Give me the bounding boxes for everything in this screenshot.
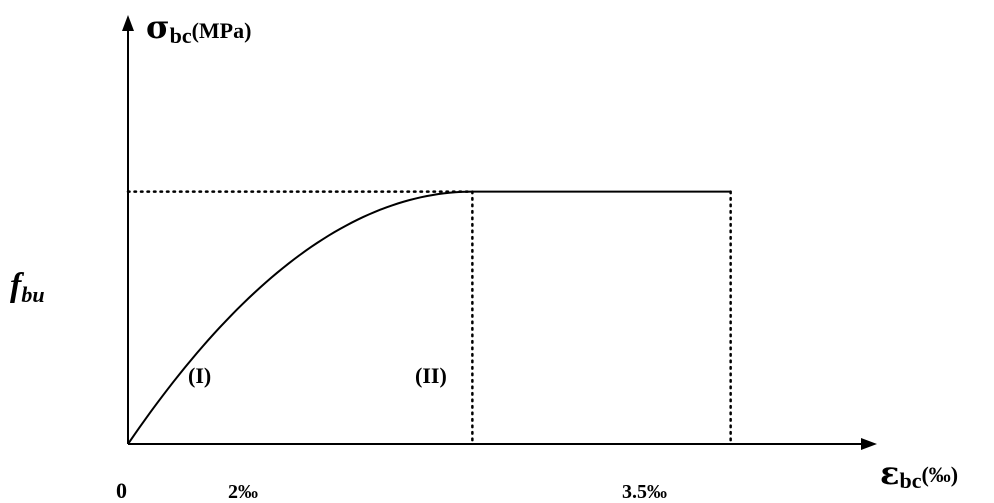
y-axis-unit: (MPa) <box>192 18 252 43</box>
x-tick-label-3-5: 3.5‰ <box>622 481 667 503</box>
fbu-main: f <box>10 267 25 304</box>
fbu-subscript: bu <box>21 282 44 307</box>
y-axis-subscript: bc <box>170 23 192 48</box>
x-axis-arrowhead <box>861 438 877 450</box>
y-axis-symbol: σ <box>146 8 170 46</box>
x-axis-label: εbc(‰) <box>880 454 958 493</box>
x-tick-label-0: 0 <box>116 478 127 503</box>
fbu-label: fbu <box>10 267 45 307</box>
x-tick-label-2: 2‰ <box>228 481 258 503</box>
y-axis-arrowhead <box>122 15 134 31</box>
x-axis-symbol: ε <box>880 454 899 492</box>
region-label-2: (II) <box>415 363 447 388</box>
parabola-curve <box>127 190 473 445</box>
region-label-1: (I) <box>188 363 211 388</box>
x-axis-subscript: bc <box>899 468 921 493</box>
x-axis-unit: (‰) <box>921 462 958 487</box>
y-axis-label: σbc(MPa) <box>146 8 251 48</box>
